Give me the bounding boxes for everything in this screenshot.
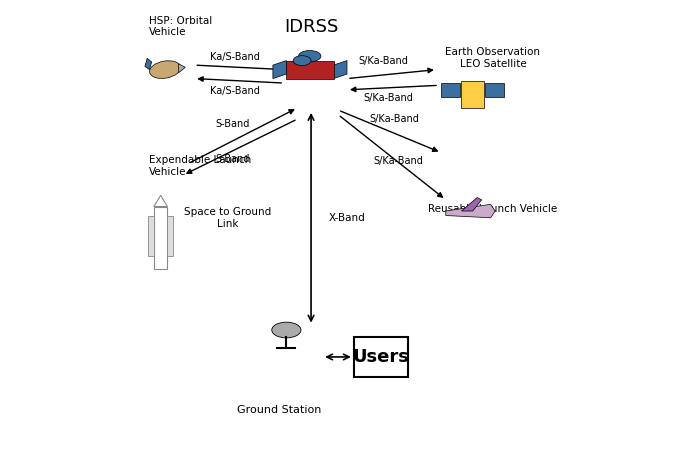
Ellipse shape xyxy=(293,56,311,66)
Polygon shape xyxy=(445,204,495,218)
Polygon shape xyxy=(273,61,287,79)
Ellipse shape xyxy=(299,51,321,62)
Text: Space to Ground
Link: Space to Ground Link xyxy=(185,207,272,229)
Ellipse shape xyxy=(272,322,301,338)
Bar xyxy=(148,216,154,256)
Text: Expendable Launch
Vehicle: Expendable Launch Vehicle xyxy=(149,155,251,176)
Text: Earth Observation
LEO Satellite: Earth Observation LEO Satellite xyxy=(445,47,540,69)
Bar xyxy=(168,216,173,256)
Bar xyxy=(441,83,460,97)
Bar xyxy=(287,61,333,79)
Polygon shape xyxy=(154,195,168,207)
Text: Ground Station: Ground Station xyxy=(237,405,322,415)
Text: S/Ka-Band: S/Ka-Band xyxy=(358,57,408,66)
Text: HSP: Orbital
Vehicle: HSP: Orbital Vehicle xyxy=(149,16,213,37)
Text: S/Ka-Band: S/Ka-Band xyxy=(364,93,413,103)
Ellipse shape xyxy=(149,61,180,79)
Text: IDRSS: IDRSS xyxy=(284,18,338,36)
Text: S-Band: S-Band xyxy=(215,119,249,129)
Text: S-Band: S-Band xyxy=(215,154,249,163)
Polygon shape xyxy=(333,61,347,79)
Polygon shape xyxy=(462,198,482,211)
Polygon shape xyxy=(178,64,185,73)
Text: Users: Users xyxy=(352,348,409,366)
Text: S/Ka-Band: S/Ka-Band xyxy=(369,114,419,124)
Bar xyxy=(154,207,168,269)
Polygon shape xyxy=(145,58,151,70)
Text: X-Band: X-Band xyxy=(329,213,366,223)
Text: Ka/S-Band: Ka/S-Band xyxy=(210,86,260,96)
FancyBboxPatch shape xyxy=(354,337,408,377)
Text: Ka/S-Band: Ka/S-Band xyxy=(210,52,260,62)
Text: Reusable Launch Vehicle: Reusable Launch Vehicle xyxy=(429,204,558,214)
Text: S/Ka-Band: S/Ka-Band xyxy=(374,156,424,166)
Bar xyxy=(485,83,504,97)
Bar xyxy=(462,81,484,108)
